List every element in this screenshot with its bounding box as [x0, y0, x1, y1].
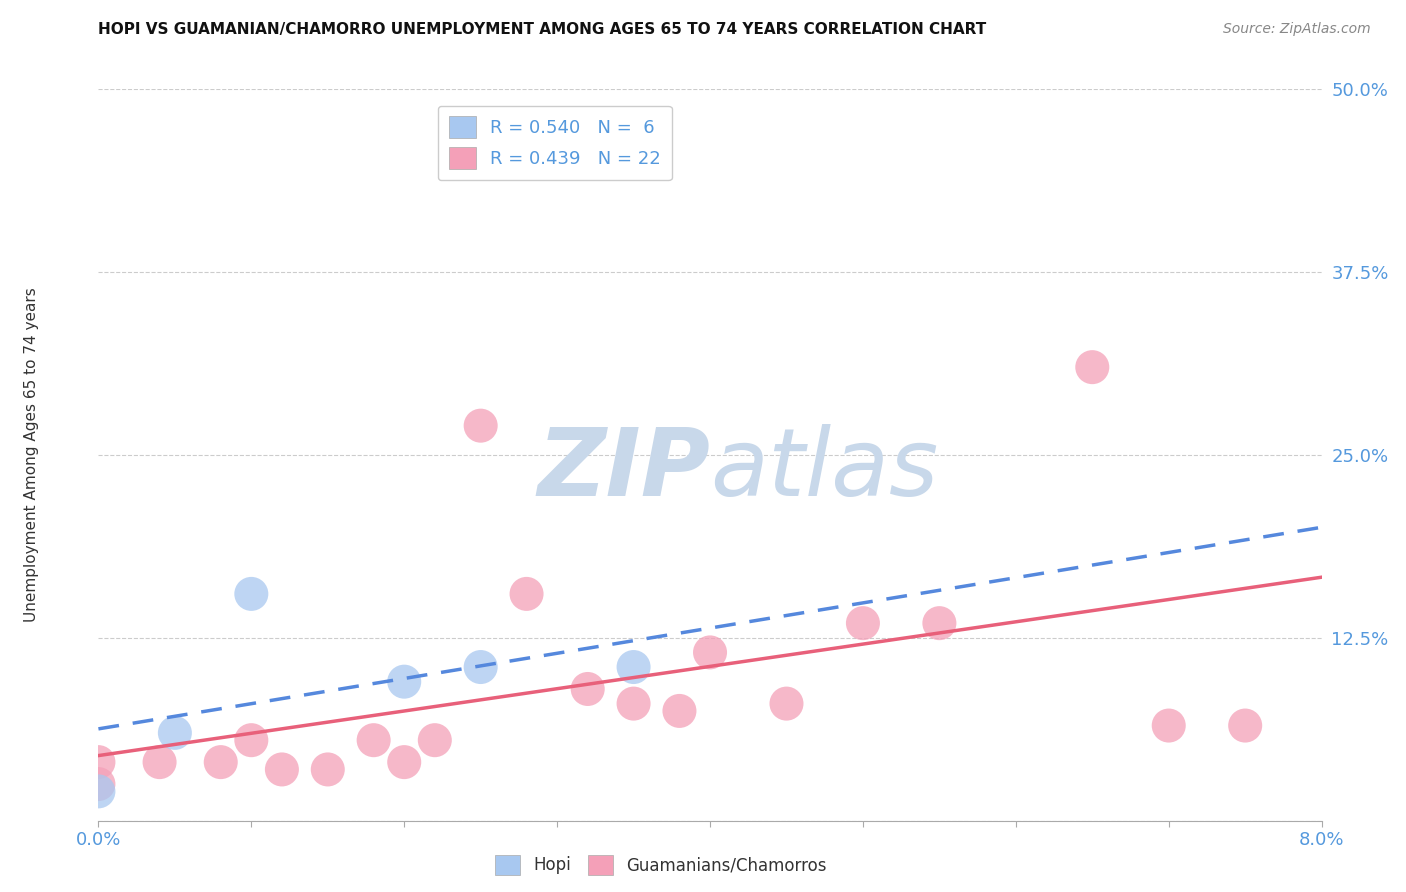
Point: [852, 616, 875, 631]
Point: [470, 418, 492, 433]
Point: [1234, 718, 1257, 732]
Point: [470, 660, 492, 674]
Point: [87, 784, 110, 798]
Point: [363, 733, 385, 747]
Point: [270, 763, 294, 777]
Point: [163, 726, 186, 740]
Text: Unemployment Among Ages 65 to 74 years: Unemployment Among Ages 65 to 74 years: [24, 287, 38, 623]
Point: [775, 697, 797, 711]
Text: HOPI VS GUAMANIAN/CHAMORRO UNEMPLOYMENT AMONG AGES 65 TO 74 YEARS CORRELATION CH: HOPI VS GUAMANIAN/CHAMORRO UNEMPLOYMENT …: [98, 22, 987, 37]
Point: [623, 697, 645, 711]
Text: atlas: atlas: [710, 424, 938, 515]
Point: [623, 660, 645, 674]
Point: [1081, 360, 1104, 375]
Point: [668, 704, 690, 718]
Point: [699, 645, 721, 659]
Point: [87, 777, 110, 791]
Point: [423, 733, 446, 747]
Text: ZIP: ZIP: [537, 424, 710, 516]
Point: [928, 616, 950, 631]
Point: [576, 681, 599, 696]
Legend: Hopi, Guamanians/Chamorros: Hopi, Guamanians/Chamorros: [489, 848, 834, 882]
Point: [209, 755, 232, 769]
Point: [392, 755, 416, 769]
Point: [516, 587, 538, 601]
Point: [1157, 718, 1180, 732]
Point: [316, 763, 339, 777]
Point: [392, 674, 416, 689]
Point: [240, 587, 263, 601]
Text: Source: ZipAtlas.com: Source: ZipAtlas.com: [1223, 22, 1371, 37]
Point: [149, 755, 172, 769]
Point: [240, 733, 263, 747]
Point: [87, 755, 110, 769]
